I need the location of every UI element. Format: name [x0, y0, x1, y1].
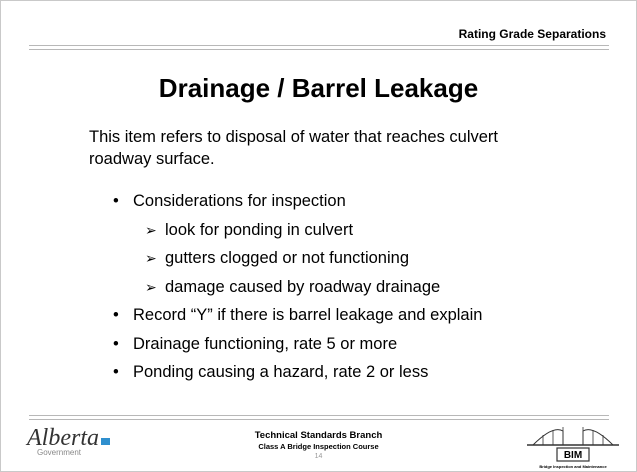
logo-subtitle: Government	[37, 448, 82, 457]
bottom-rule	[29, 415, 609, 420]
bullet-item: Ponding causing a hazard, rate 2 or less	[113, 358, 482, 387]
alberta-logo: Alberta Government	[27, 425, 110, 457]
bullet-item: Record “Y” if there is barrel leakage an…	[113, 301, 482, 330]
top-rule	[29, 45, 609, 50]
footer-branch: Technical Standards Branch	[254, 430, 383, 441]
bim-subtitle: Bridge Inspection and Maintenance	[539, 464, 607, 469]
logo-flag	[101, 438, 110, 445]
bullet-list: Considerations for inspectionlook for po…	[113, 187, 482, 387]
sub-item: look for ponding in culvert	[113, 216, 482, 245]
bim-logo: BIM Bridge Inspection and Maintenance	[527, 427, 619, 469]
section-label: Rating Grade Separations	[458, 27, 606, 41]
bridge-cables	[532, 429, 614, 446]
bim-box	[556, 447, 590, 462]
logo-word: Alberta	[27, 425, 99, 451]
slide-title: Drainage / Barrel Leakage	[158, 73, 479, 103]
intro-text: This item refers to disposal of water th…	[89, 128, 499, 168]
bullet-item: Considerations for inspection	[113, 187, 482, 216]
bridge-towers	[542, 427, 604, 445]
page-number: 14	[314, 453, 323, 460]
footer: Technical Standards Branch Class A Bridg…	[1, 430, 636, 462]
bim-text: BIM	[564, 450, 582, 461]
footer-course: Class A Bridge Inspection Course	[258, 442, 379, 451]
sub-item: damage caused by roadway drainage	[113, 273, 482, 302]
sub-item: gutters clogged or not functioning	[113, 244, 482, 273]
bullet-item: Drainage functioning, rate 5 or more	[113, 330, 482, 359]
